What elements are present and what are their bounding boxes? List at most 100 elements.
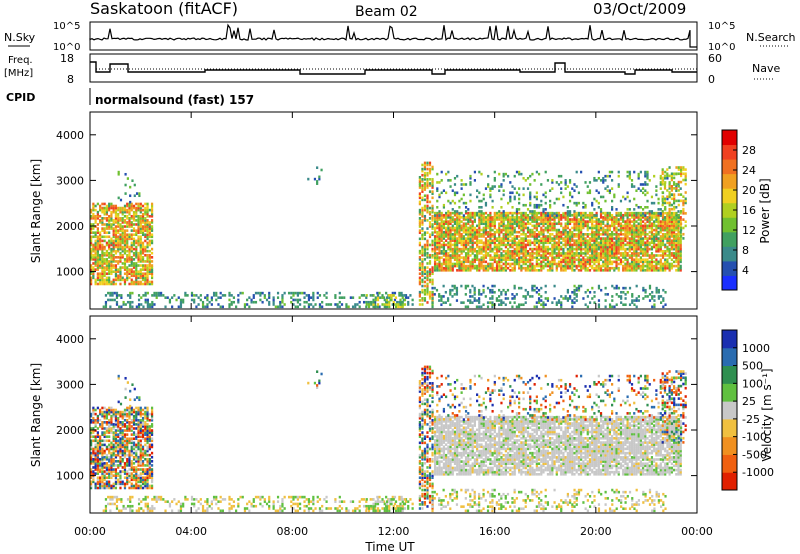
- power-cell: [546, 262, 550, 266]
- power-cell: [467, 260, 470, 264]
- power-cell: [376, 296, 380, 299]
- power-cell: [347, 305, 350, 309]
- power-cell: [438, 241, 441, 245]
- power-cell: [635, 230, 638, 234]
- power-cell: [646, 260, 649, 264]
- power-cell: [101, 239, 104, 243]
- power-cell: [478, 264, 481, 268]
- power-cell: [509, 269, 512, 272]
- power-cell: [500, 260, 503, 264]
- power-cell: [586, 262, 589, 266]
- power-cell: [148, 305, 152, 309]
- power-cell: [118, 305, 121, 309]
- power-cell: [451, 266, 454, 270]
- power-cell: [94, 231, 97, 234]
- power-cell: [641, 266, 645, 270]
- power-cell: [151, 300, 154, 304]
- power-cell: [421, 212, 424, 216]
- power-cell: [206, 298, 209, 302]
- power-cell: [426, 171, 429, 175]
- power-cell: [148, 235, 151, 239]
- power-cell: [591, 233, 594, 236]
- power-cell: [498, 254, 501, 257]
- power-cell: [433, 214, 437, 217]
- power-cell: [575, 233, 578, 236]
- power-cell: [462, 183, 465, 186]
- power-cell: [606, 241, 609, 245]
- power-cell: [150, 206, 154, 210]
- power-cell: [586, 233, 589, 236]
- power-cell: [418, 225, 421, 228]
- power-cell: [611, 179, 614, 182]
- power-cell: [489, 222, 492, 226]
- power-cell: [597, 245, 600, 249]
- power-cell: [303, 300, 306, 304]
- power-cell: [451, 233, 454, 236]
- power-cell: [96, 272, 99, 276]
- power-cell: [684, 168, 687, 171]
- power-cell: [635, 203, 638, 207]
- power-cell: [103, 231, 106, 234]
- power-cell: [141, 241, 145, 245]
- power-cell: [606, 230, 609, 234]
- power-cell: [597, 218, 600, 221]
- power-cell: [478, 216, 481, 219]
- power-cell: [139, 239, 142, 243]
- power-cell: [617, 235, 620, 238]
- power-cell: [96, 212, 99, 216]
- power-cell: [489, 290, 492, 294]
- power-cell: [112, 233, 115, 237]
- power-cell: [112, 247, 115, 251]
- power-cell: [487, 245, 490, 249]
- power-cell: [121, 225, 124, 228]
- power-cell: [246, 298, 249, 302]
- power-cell: [655, 266, 658, 270]
- power-cell: [453, 256, 457, 259]
- power-cell: [533, 239, 536, 242]
- power-cell: [670, 213, 673, 217]
- power-cell: [571, 256, 574, 259]
- power-cell: [296, 300, 299, 304]
- power-cell: [103, 202, 106, 206]
- power-cell: [458, 199, 461, 203]
- power-cell: [661, 216, 665, 219]
- power-cell: [602, 222, 605, 226]
- power-cell: [611, 241, 614, 245]
- power-cell: [362, 300, 366, 304]
- power-cell: [611, 252, 614, 255]
- power-cell: [442, 245, 446, 249]
- power-cell: [114, 225, 118, 228]
- power-cell: [390, 296, 393, 299]
- power-cell: [664, 224, 667, 228]
- power-cell: [611, 305, 614, 309]
- power-cell: [150, 274, 154, 278]
- power-cell: [531, 247, 534, 251]
- power-cell: [551, 179, 554, 182]
- power-cell: [486, 301, 490, 304]
- power-cell: [526, 264, 530, 268]
- power-cell: [522, 258, 525, 262]
- power-cell: [487, 252, 490, 255]
- power-cell: [123, 219, 127, 222]
- power-cell: [684, 224, 687, 228]
- power-cell: [682, 201, 685, 205]
- power-cell: [148, 253, 151, 257]
- power-cell: [524, 211, 527, 215]
- power-cell: [650, 237, 654, 240]
- power-cell: [542, 224, 545, 228]
- power-cell: [606, 213, 609, 217]
- power-cell: [670, 220, 673, 223]
- power-cell: [675, 226, 678, 230]
- power-cell: [114, 276, 118, 280]
- power-cell: [537, 218, 541, 221]
- power-cell: [493, 247, 496, 251]
- power-cell: [593, 239, 596, 242]
- power-cell: [489, 266, 492, 270]
- power-cell: [535, 205, 538, 209]
- power-cell: [600, 288, 603, 292]
- power-cell: [114, 210, 118, 214]
- power-cell: [617, 256, 620, 259]
- power-cell: [529, 266, 532, 270]
- power-cell: [440, 295, 443, 298]
